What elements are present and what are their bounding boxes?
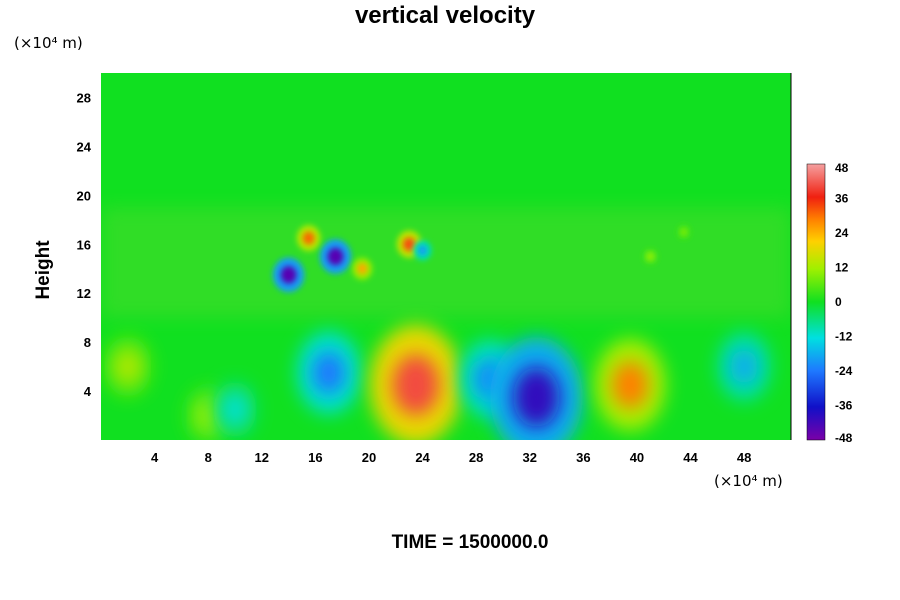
- colorbar-tick-labels: 48 36 24 12 0 -12 -24 -36 -48: [835, 161, 853, 445]
- velocity-field: [101, 207, 791, 440]
- y-axis-unit: (×10⁴ m): [14, 34, 83, 52]
- x-tick-label: 28: [469, 450, 483, 465]
- velocity-cell: [357, 263, 368, 275]
- colorbar-tick-label: -36: [835, 399, 853, 413]
- velocity-cell: [646, 252, 654, 261]
- velocity-cell: [513, 367, 560, 428]
- x-tick-label: 36: [576, 450, 590, 465]
- colorbar-tick-label: 24: [835, 226, 849, 240]
- velocity-cell: [392, 354, 440, 416]
- velocity-cell: [730, 349, 758, 384]
- x-tick-label: 40: [630, 450, 644, 465]
- colorbar-tick-label: -12: [835, 330, 853, 344]
- colorbar-tick-label: -48: [835, 431, 853, 445]
- y-tick-label: 28: [77, 90, 91, 105]
- colorbar-tick-label: 36: [835, 192, 849, 206]
- y-tick-label: 16: [77, 237, 91, 252]
- x-tick-label: 4: [151, 450, 159, 465]
- x-tick-label: 24: [415, 450, 430, 465]
- x-tick-labels: 4 8 12 16 20 24 28 32 36 40 44 48: [151, 450, 751, 465]
- colorbar-tick-label: 12: [835, 261, 849, 275]
- velocity-cell: [312, 351, 345, 394]
- velocity-cell: [402, 237, 416, 252]
- chart-title: vertical velocity: [354, 2, 536, 29]
- colorbar-tick-label: -24: [835, 364, 853, 378]
- colorbar-tick-label: 0: [835, 295, 842, 309]
- y-tick-label: 4: [84, 384, 92, 399]
- x-tick-label: 32: [523, 450, 537, 465]
- x-tick-label: 8: [205, 450, 212, 465]
- y-tick-label: 20: [77, 188, 91, 203]
- y-tick-label: 12: [77, 286, 91, 301]
- velocity-cell: [302, 231, 315, 245]
- turbulent-band: [101, 207, 791, 318]
- velocity-cell: [418, 245, 428, 256]
- velocity-cell: [280, 266, 297, 284]
- x-tick-label: 48: [737, 450, 751, 465]
- velocity-cell: [327, 247, 344, 266]
- time-label: TIME = 1500000.0: [391, 532, 549, 553]
- x-tick-label: 12: [255, 450, 269, 465]
- velocity-cell: [116, 351, 140, 382]
- velocity-cell: [224, 395, 246, 424]
- colorbar-tick-label: 48: [835, 161, 849, 175]
- x-axis-unit: (×10⁴ m): [714, 472, 783, 490]
- velocity-cell: [612, 361, 649, 409]
- x-tick-label: 16: [308, 450, 322, 465]
- x-tick-label: 44: [683, 450, 698, 465]
- x-tick-label: 20: [362, 450, 376, 465]
- velocity-cell: [680, 228, 687, 236]
- colorbar: [806, 163, 826, 441]
- y-tick-label: 8: [84, 335, 91, 350]
- y-tick-label: 24: [77, 139, 92, 154]
- y-tick-labels: 4 8 12 16 20 24 28: [77, 90, 92, 399]
- velocity-cell: [197, 401, 219, 430]
